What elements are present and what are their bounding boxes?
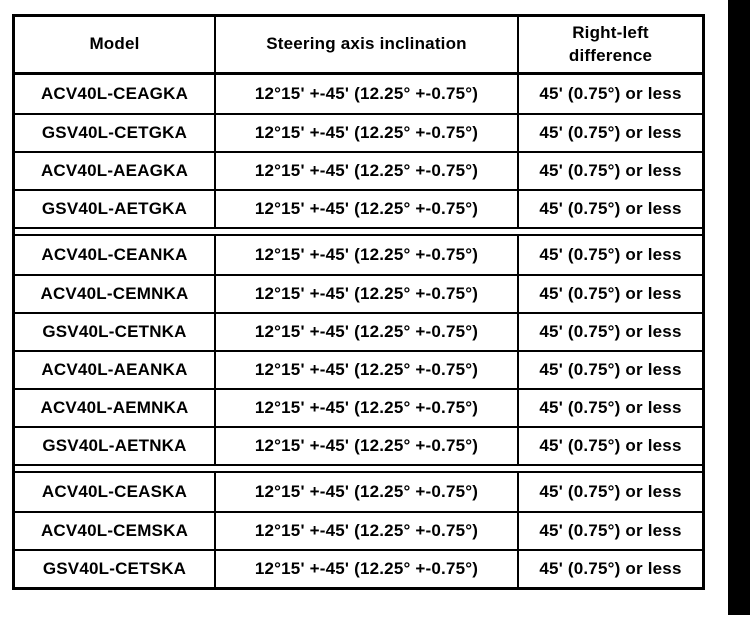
table-row: ACV40L-AEANKA 12°15' +-45' (12.25° +-0.7… [15, 350, 702, 388]
model-cell: ACV40L-CEMNKA [40, 284, 189, 303]
model-cell: GSV40L-AETGKA [41, 199, 188, 218]
difference-cell: 45' (0.75°) or less [517, 115, 702, 151]
table-row-group: ACV40L-CEASKA 12°15' +-45' (12.25° +-0.7… [15, 471, 702, 587]
difference-cell: 45' (0.75°) or less [517, 390, 702, 426]
table-row: ACV40L-CEMSKA 12°15' +-45' (12.25° +-0.7… [15, 511, 702, 549]
table-row: GSV40L-AETGKA 12°15' +-45' (12.25° +-0.7… [15, 189, 702, 227]
inclination-cell: 12°15' +-45' (12.25° +-0.75°) [214, 191, 517, 227]
inclination-cell: 12°15' +-45' (12.25° +-0.75°) [214, 75, 517, 113]
table-row: ACV40L-AEAGKA 12°15' +-45' (12.25° +-0.7… [15, 151, 702, 189]
difference-cell: 45' (0.75°) or less [517, 153, 702, 189]
inclination-cell: 12°15' +-45' (12.25° +-0.75°) [214, 314, 517, 350]
model-cell: ACV40L-AEANKA [41, 360, 188, 379]
difference-cell: 45' (0.75°) or less [517, 236, 702, 274]
model-cell: GSV40L-CETNKA [42, 322, 187, 341]
table-row: GSV40L-AETNKA 12°15' +-45' (12.25° +-0.7… [15, 426, 702, 464]
difference-cell: 45' (0.75°) or less [517, 551, 702, 587]
difference-cell: 45' (0.75°) or less [517, 314, 702, 350]
difference-cell: 45' (0.75°) or less [517, 513, 702, 549]
difference-cell: 45' (0.75°) or less [517, 473, 702, 511]
inclination-cell: 12°15' +-45' (12.25° +-0.75°) [214, 513, 517, 549]
steering-axis-spec-table: Model Steering axis inclination Right-le… [12, 14, 705, 590]
table-header-row: Model Steering axis inclination Right-le… [15, 17, 702, 75]
model-cell: ACV40L-CEMSKA [40, 521, 189, 540]
inclination-cell: 12°15' +-45' (12.25° +-0.75°) [214, 473, 517, 511]
table-row: ACV40L-CEASKA 12°15' +-45' (12.25° +-0.7… [15, 473, 702, 511]
column-header-steering-axis-inclination: Steering axis inclination [214, 17, 517, 72]
model-cell: GSV40L-CETGKA [41, 123, 188, 142]
table-row-group: ACV40L-CEAGKA 12°15' +-45' (12.25° +-0.7… [15, 75, 702, 229]
model-cell: GSV40L-CETSKA [42, 559, 187, 578]
difference-cell: 45' (0.75°) or less [517, 428, 702, 464]
column-header-right-left-difference: Right-left difference [517, 17, 702, 72]
table-row: ACV40L-CEAGKA 12°15' +-45' (12.25° +-0.7… [15, 75, 702, 113]
inclination-cell: 12°15' +-45' (12.25° +-0.75°) [214, 276, 517, 312]
model-cell: ACV40L-CEASKA [41, 482, 188, 501]
table-row: GSV40L-CETSKA 12°15' +-45' (12.25° +-0.7… [15, 549, 702, 587]
table-row: GSV40L-CETNKA 12°15' +-45' (12.25° +-0.7… [15, 312, 702, 350]
table-row: GSV40L-CETGKA 12°15' +-45' (12.25° +-0.7… [15, 113, 702, 151]
difference-cell: 45' (0.75°) or less [517, 276, 702, 312]
model-cell: ACV40L-AEMNKA [40, 398, 189, 417]
model-cell: ACV40L-AEAGKA [40, 161, 189, 180]
inclination-cell: 12°15' +-45' (12.25° +-0.75°) [214, 153, 517, 189]
model-cell: GSV40L-AETNKA [42, 436, 187, 455]
table-row: ACV40L-CEANKA 12°15' +-45' (12.25° +-0.7… [15, 236, 702, 274]
difference-cell: 45' (0.75°) or less [517, 75, 702, 113]
inclination-cell: 12°15' +-45' (12.25° +-0.75°) [214, 352, 517, 388]
column-header-model: Model [89, 34, 140, 54]
inclination-cell: 12°15' +-45' (12.25° +-0.75°) [214, 428, 517, 464]
difference-cell: 45' (0.75°) or less [517, 191, 702, 227]
inclination-cell: 12°15' +-45' (12.25° +-0.75°) [214, 236, 517, 274]
model-cell: ACV40L-CEAGKA [40, 84, 189, 103]
model-cell: ACV40L-CEANKA [41, 245, 188, 264]
table-row: ACV40L-AEMNKA 12°15' +-45' (12.25° +-0.7… [15, 388, 702, 426]
inclination-cell: 12°15' +-45' (12.25° +-0.75°) [214, 115, 517, 151]
inclination-cell: 12°15' +-45' (12.25° +-0.75°) [214, 390, 517, 426]
table-row-group: ACV40L-CEANKA 12°15' +-45' (12.25° +-0.7… [15, 234, 702, 466]
table-body: ACV40L-CEAGKA 12°15' +-45' (12.25° +-0.7… [15, 75, 702, 587]
table-row: ACV40L-CEMNKA 12°15' +-45' (12.25° +-0.7… [15, 274, 702, 312]
scan-artifact-bar [728, 0, 750, 615]
inclination-cell: 12°15' +-45' (12.25° +-0.75°) [214, 551, 517, 587]
difference-cell: 45' (0.75°) or less [517, 352, 702, 388]
